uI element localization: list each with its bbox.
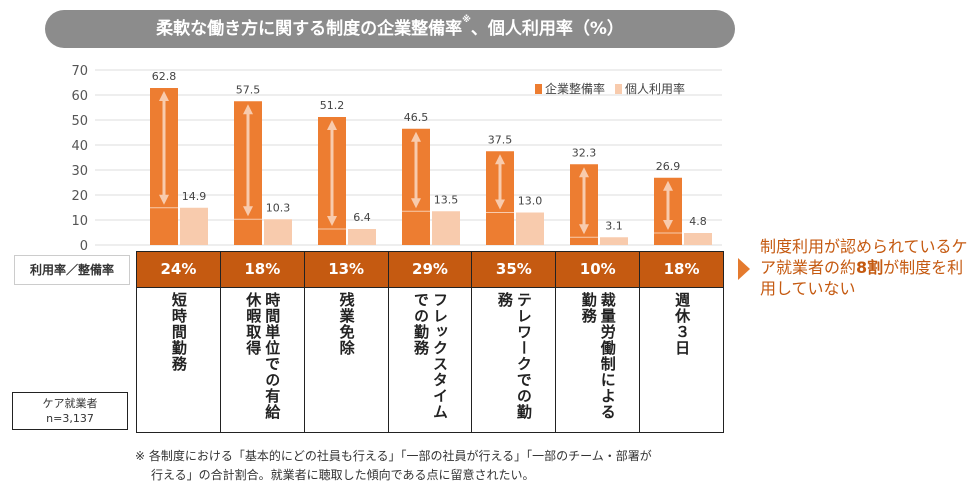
category-label: 残業免除: [337, 292, 356, 356]
y-tick-label: 0: [80, 239, 88, 254]
arrow-head-up: [327, 120, 337, 130]
category-label: フレックスタイムでの勤務: [412, 292, 449, 420]
ratio-cell: 35%: [472, 252, 557, 287]
category-label: 短時間勤務: [169, 292, 188, 372]
title-footnote-mark: ※: [462, 15, 471, 25]
y-tick-label: 60: [71, 89, 88, 104]
y-tick-label: 30: [71, 164, 88, 179]
sample-size: n=3,137: [46, 412, 94, 425]
footnote-line: 行える」の合計割合。就業者に聴取した傾向である点に留意されたい。: [151, 468, 535, 482]
callout-text: 制度利用が認められているケア就業者の約: [760, 237, 968, 277]
data-label-personal: 3.1: [605, 219, 623, 232]
data-label-company: 26.9: [656, 160, 681, 173]
arrow-head-up: [495, 154, 505, 165]
footnote-line: ※ 各制度における「基本的にどの社員も行える」「一部の社員が行える」「一部のチー…: [135, 449, 652, 463]
ratio-cell: 18%: [221, 252, 305, 287]
data-label-company: 57.5: [236, 83, 261, 96]
category-label: 裁量労働制による勤務: [579, 292, 617, 420]
bar-personal: [516, 212, 544, 245]
category-label: 週休３日: [673, 292, 692, 356]
data-label-personal: 4.8: [689, 215, 707, 228]
y-tick-label: 50: [71, 114, 88, 129]
sample-label: ケア就業者: [42, 397, 98, 410]
y-tick-label: 10: [71, 214, 88, 229]
data-label-company: 46.5: [404, 111, 429, 124]
data-label-personal: 13.5: [434, 193, 459, 206]
ratio-cell: 24%: [137, 252, 221, 287]
data-label-personal: 6.4: [353, 211, 371, 224]
bar-personal: [264, 219, 292, 245]
title-suffix: 、個人利用率（%）: [470, 19, 624, 39]
callout-text-end: が制度を利用していない: [760, 258, 964, 298]
y-tick-label: 70: [71, 64, 88, 79]
category-labels: 短時間勤務 時間単位での有給休暇取得 残業免除 フレックスタイムでの勤務 テレワ…: [136, 288, 724, 433]
ratio-row: 24% 18% 13% 29% 35% 10% 18%: [136, 251, 724, 288]
data-label-personal: 10.3: [266, 201, 291, 214]
y-tick-label: 40: [71, 139, 88, 154]
data-label-personal: 13.0: [518, 195, 543, 208]
data-label-company: 51.2: [320, 99, 345, 112]
bar-personal: [432, 211, 460, 245]
arrow-head-up: [243, 104, 253, 115]
category-label: テレワークでの勤務: [495, 292, 533, 420]
category-label: 時間単位での有給休暇取得: [244, 292, 282, 420]
ratio-cell: 18%: [663, 260, 700, 278]
arrow-head-down: [663, 220, 673, 230]
arrow-head-down: [243, 206, 253, 217]
legend-item-personal: 個人利用率: [615, 80, 685, 97]
arrow-head-up: [663, 180, 673, 191]
data-label-company: 37.5: [488, 133, 513, 146]
ratio-cell: 29%: [389, 252, 473, 287]
footnote: ※ 各制度における「基本的にどの社員も行える」「一部の社員が行える」「一部のチー…: [135, 447, 652, 485]
arrow-head-down: [495, 199, 505, 210]
data-label-personal: 14.9: [182, 190, 207, 203]
sample-size-box: ケア就業者 n=3,137: [12, 392, 128, 430]
ratio-cell: 10%: [556, 252, 641, 287]
bar-personal: [600, 237, 628, 245]
bar-personal: [180, 207, 208, 245]
chart-title: 柔軟な働き方に関する制度の企業整備率※、個人利用率（%）: [45, 10, 735, 48]
arrow-head-up: [579, 167, 589, 178]
bar-personal: [348, 229, 376, 245]
arrow-head-down: [411, 198, 421, 209]
y-tick-label: 20: [71, 189, 88, 204]
data-label-company: 62.8: [152, 70, 177, 83]
legend: 企業整備率 個人利用率: [535, 80, 685, 97]
callout-emphasis: 8割: [856, 258, 884, 277]
arrow-head-down: [327, 216, 337, 226]
arrow-head-down: [159, 194, 169, 205]
bar-personal: [684, 233, 712, 245]
arrow-head-up: [159, 91, 169, 101]
callout: 制度利用が認められているケア就業者の約8割が制度を利用していない: [738, 236, 978, 299]
arrow-head-down: [579, 224, 589, 235]
ratio-row-label: 利用率／整備率: [14, 255, 130, 285]
legend-item-company: 企業整備率: [535, 80, 605, 97]
data-label-company: 32.3: [572, 146, 597, 159]
bar-chart: 0 10 20 30 40 50 60 70 62.8 14.9 57.5 10.3 51.2 6.4 46…: [71, 64, 722, 254]
ratio-cell: 13%: [305, 252, 389, 287]
title-text: 柔軟な働き方に関する制度の企業整備率: [156, 19, 463, 39]
triangle-arrow-icon: [738, 258, 750, 280]
arrow-head-up: [411, 131, 421, 142]
